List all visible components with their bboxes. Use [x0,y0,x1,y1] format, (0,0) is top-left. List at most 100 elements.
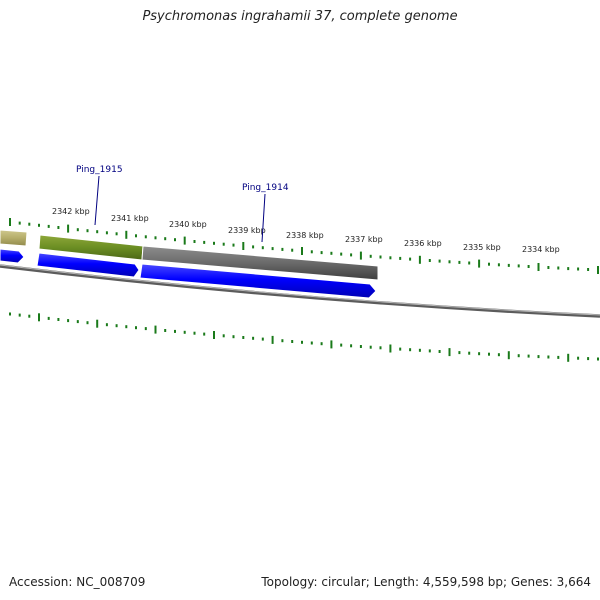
minor-tick [567,267,570,271]
scale-label: 2341 kbp [111,214,149,223]
minor-tick [428,259,431,262]
gene-label-leader [261,193,266,243]
gene-arrow[interactable] [36,252,140,278]
minor-tick [537,355,540,359]
minor-tick [310,250,313,254]
minor-tick [587,357,590,361]
minor-tick [340,252,343,256]
minor-tick [330,251,333,255]
minor-tick [320,251,323,255]
major-tick [448,348,451,357]
genome-summary-text: Topology: circular; Length: 4,559,598 bp… [261,575,591,589]
minor-tick [105,231,108,235]
scale-label: 2336 kbp [404,239,442,248]
major-tick [537,263,540,271]
major-tick [9,218,11,226]
minor-tick [115,324,118,328]
minor-tick [135,326,137,330]
minor-tick [164,329,167,332]
gene-arrow[interactable] [0,248,25,264]
minor-tick [18,313,21,317]
minor-tick [399,256,402,260]
minor-tick [222,242,225,246]
minor-tick [18,221,21,225]
scale-label: 2334 kbp [522,245,560,254]
minor-tick [86,229,89,233]
minor-tick [497,353,500,357]
minor-tick [448,260,451,264]
minor-tick [517,264,520,268]
minor-tick [310,341,313,345]
minor-tick [350,253,353,257]
major-tick [507,351,510,360]
major-tick [125,230,128,239]
minor-tick [409,348,412,352]
minor-tick [359,345,362,348]
minor-tick [193,331,196,335]
minor-tick [174,238,176,242]
minor-tick [527,354,530,358]
scale-label: 2337 kbp [345,235,383,244]
minor-tick [261,246,264,250]
major-tick [154,325,157,334]
major-tick [567,353,570,362]
gene-labels: Ping_1915 Ping_1914 [76,165,289,243]
minor-tick [203,332,206,336]
minor-tick [86,321,89,325]
minor-tick [76,228,79,232]
minor-tick [547,266,550,269]
forward-strand-features [0,229,379,281]
scale-labels: 2342 kbp 2341 kbp 2340 kbp 2339 kbp 2338… [52,207,560,254]
minor-tick [458,260,461,264]
major-tick [213,331,215,339]
major-tick [242,242,245,250]
minor-tick [154,236,157,240]
minor-tick [252,336,255,340]
minor-tick [428,349,431,353]
scale-label: 2342 kbp [52,207,90,216]
minor-tick [468,261,471,265]
gene-label-leader [94,175,100,226]
major-tick [478,259,481,268]
minor-tick [9,312,11,316]
accession-text: Accession: NC_008709 [9,575,146,589]
inner-tick-ring [9,312,599,362]
minor-tick [379,255,382,259]
minor-tick [67,319,70,323]
minor-tick [281,247,284,251]
major-tick [418,255,421,264]
minor-tick [497,263,500,267]
minor-tick [557,355,560,359]
minor-tick [144,235,147,239]
minor-tick [281,339,284,343]
minor-tick [47,224,50,228]
minor-tick [577,267,580,271]
minor-tick [577,356,580,360]
map-title: Psychromonas ingrahamii 37, complete gen… [142,9,458,24]
feature-tan[interactable] [0,229,28,247]
minor-tick [399,347,402,351]
minor-tick [174,329,176,333]
feature-gray-ping-1914[interactable] [141,245,379,281]
minor-tick [369,345,372,349]
minor-tick [125,325,128,329]
gene-label-ping-1915[interactable]: Ping_1915 [76,165,123,175]
minor-tick [135,234,137,238]
gene-arrow[interactable] [139,263,377,299]
scale-label: 2340 kbp [169,220,207,229]
major-tick [38,313,40,322]
minor-tick [213,241,215,245]
minor-tick [193,240,196,243]
gene-label-ping-1914[interactable]: Ping_1914 [242,183,289,193]
minor-tick [261,337,264,341]
major-tick [67,224,70,233]
minor-tick [38,223,40,227]
scale-label: 2335 kbp [463,243,501,252]
minor-tick [369,254,372,258]
minor-tick [438,350,441,353]
minor-tick [252,245,255,249]
minor-tick [488,352,490,356]
minor-tick [418,348,421,352]
minor-tick [389,256,392,260]
